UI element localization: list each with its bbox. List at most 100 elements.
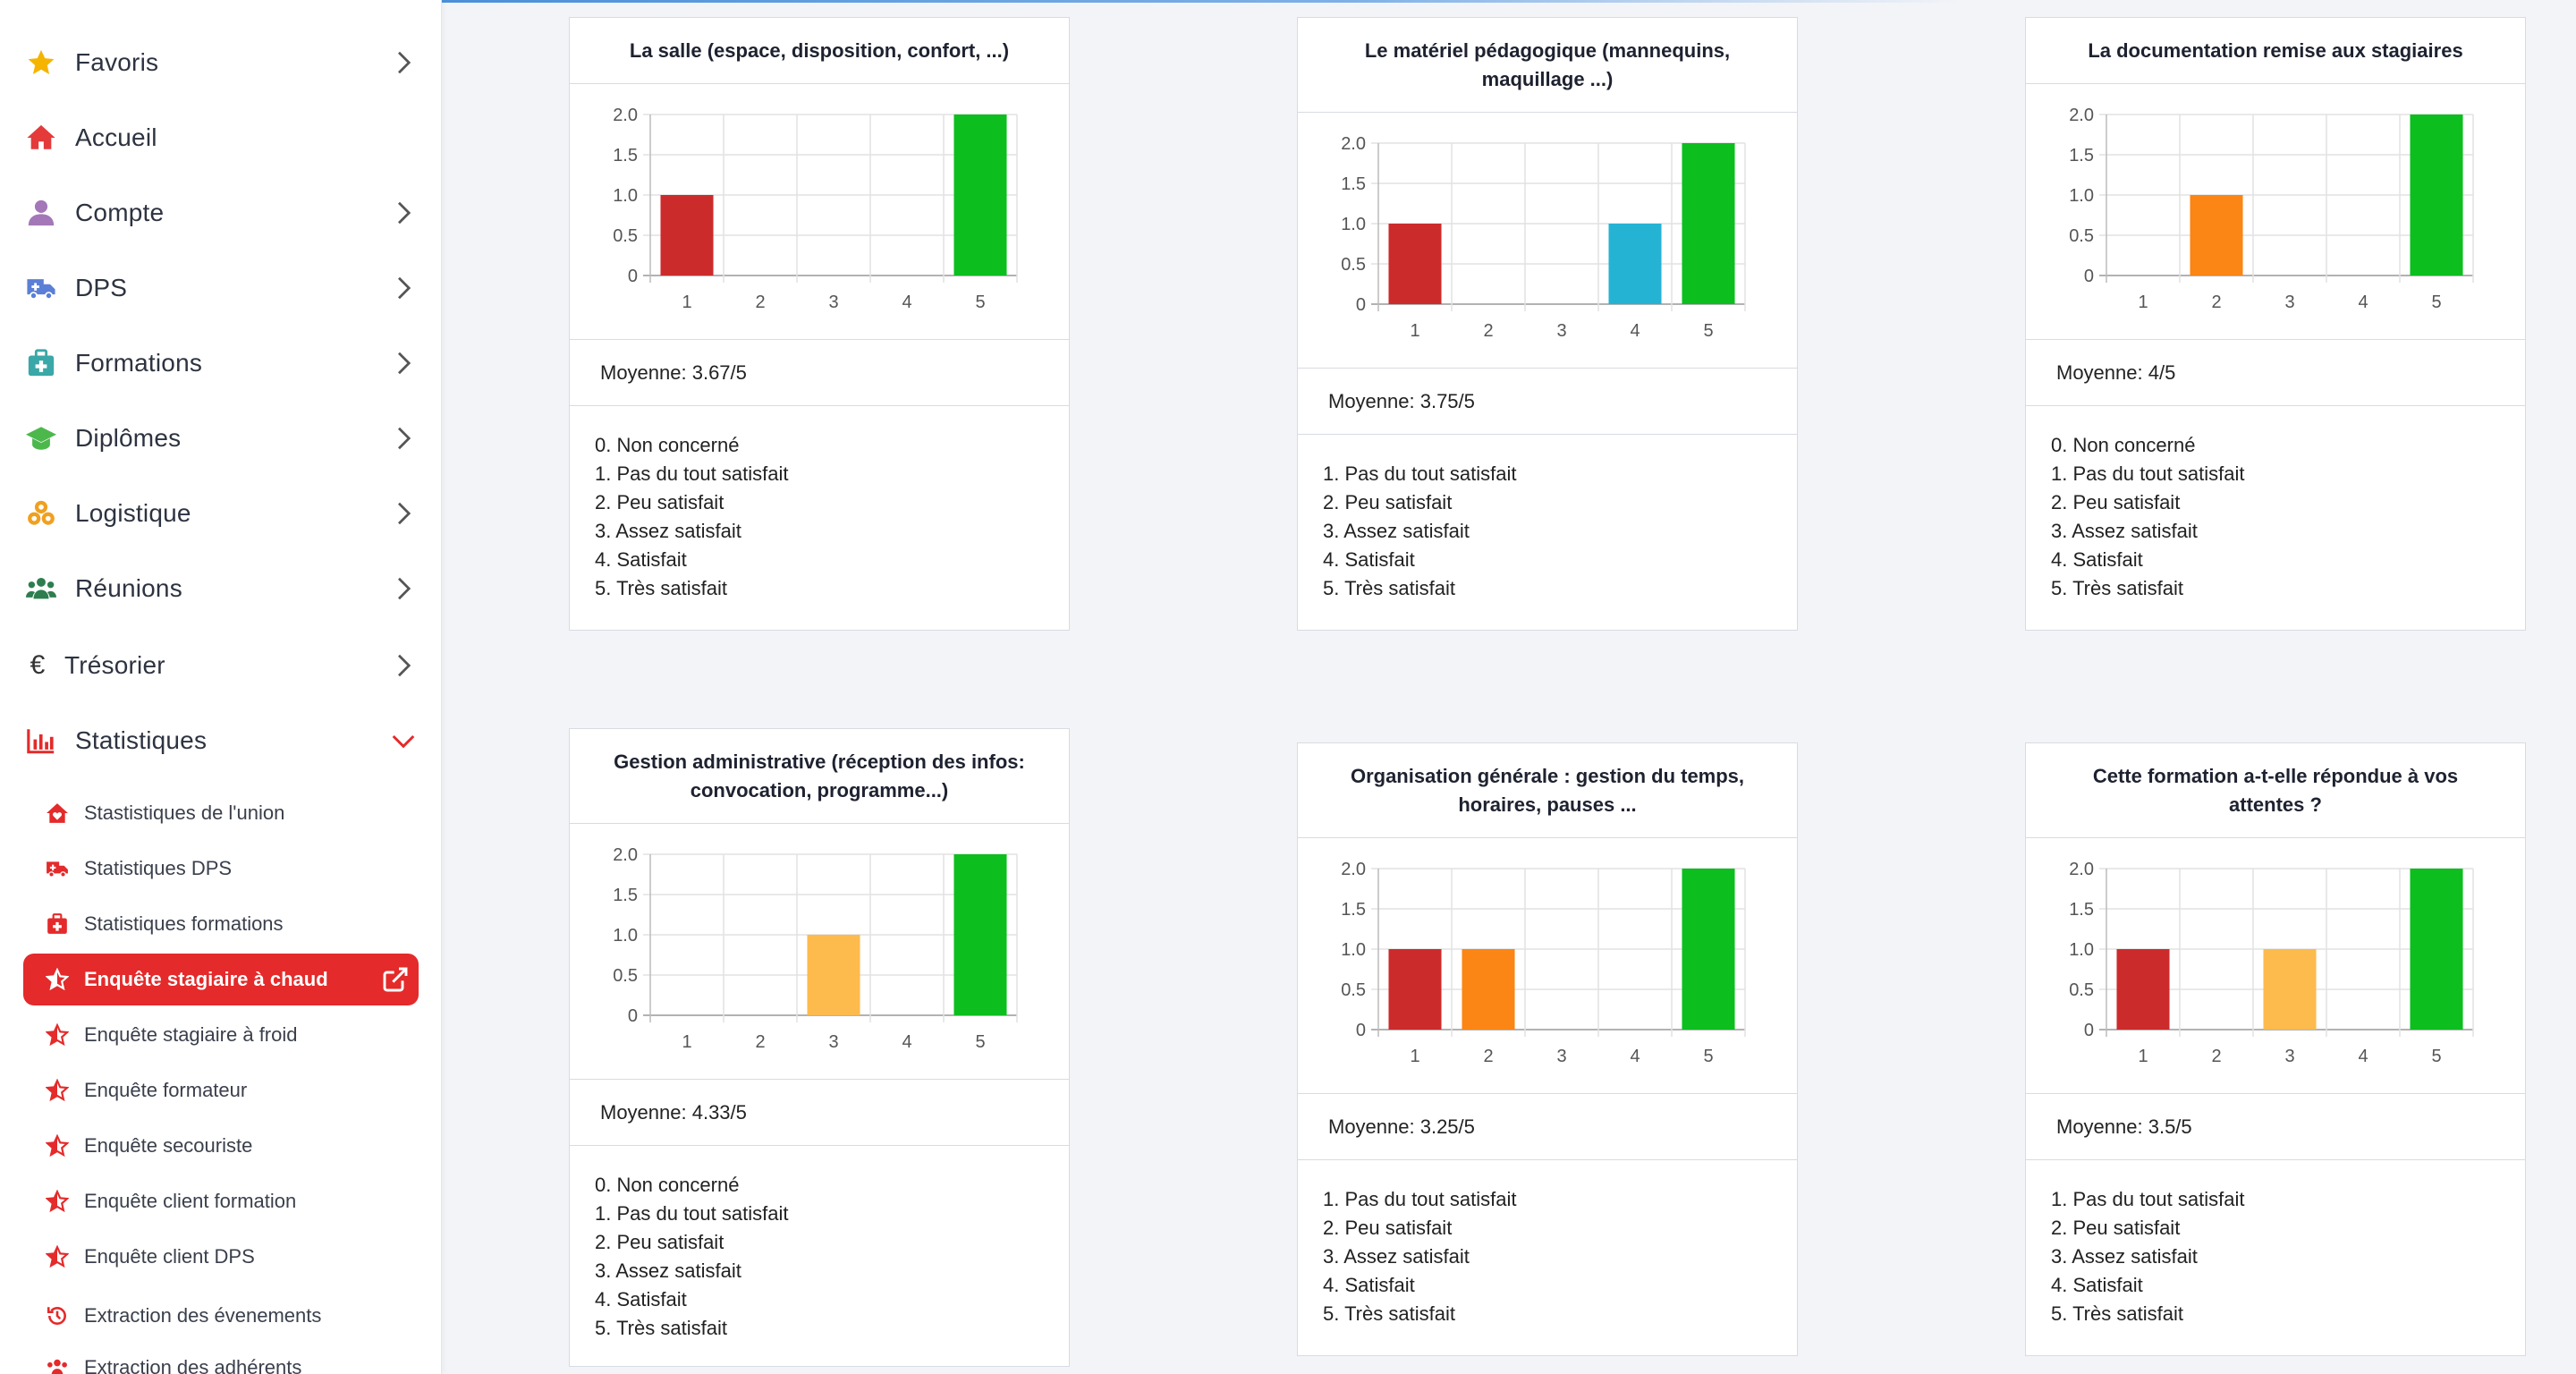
sidebar-item-tresorier[interactable]: € Trésorier <box>0 628 441 703</box>
average-score: Moyenne: 3.5/5 <box>2026 1094 2525 1160</box>
sidebar-subitem-enquete-formateur[interactable]: Enquête formateur <box>23 1064 419 1116</box>
sidebar-subitem-enquete-stagiaire-froid[interactable]: Enquête stagiaire à froid <box>23 1009 419 1061</box>
sidebar-item-dps[interactable]: DPS <box>0 250 441 326</box>
x-tick-label: 1 <box>1410 321 1419 341</box>
x-tick-label: 4 <box>1630 1047 1640 1066</box>
sidebar-item-label: Compte <box>75 199 165 226</box>
x-tick-label: 1 <box>682 293 691 312</box>
y-tick-label: 1.0 <box>2069 186 2094 206</box>
chart-container: 0 0.5 1.0 1.5 2.0 1 2 3 4 5 <box>570 84 1069 340</box>
legend-item: 0. Non concerné <box>2051 434 2196 456</box>
survey-card: La documentation remise aux stagiaires 0… <box>2025 17 2526 631</box>
sidebar-item-compte[interactable]: Compte <box>0 175 441 250</box>
y-tick-label: 1.0 <box>613 926 638 946</box>
sidebar-subitem-statistiques-formations[interactable]: Statistiques formations <box>23 898 419 950</box>
sidebar-subitem-label: Extraction des évenements <box>84 1304 322 1327</box>
sidebar-item-diplomes[interactable]: Diplômes <box>0 401 441 476</box>
legend-item: 1. Pas du tout satisfait <box>2051 1188 2245 1210</box>
legend-item: 3. Assez satisfait <box>1323 1245 1470 1268</box>
chart-container: 0 0.5 1.0 1.5 2.0 1 2 3 4 5 <box>570 824 1069 1080</box>
chevron-down-icon <box>390 727 417 754</box>
sidebar-item-logistique[interactable]: Logistique <box>0 476 441 551</box>
users-icon <box>23 571 59 606</box>
survey-card: Le matériel pédagogique (mannequins, maq… <box>1297 17 1798 631</box>
y-tick-label: 0.5 <box>2069 226 2094 246</box>
x-tick-label: 5 <box>975 1032 985 1052</box>
sidebar-subitem-label: Enquête formateur <box>84 1079 248 1101</box>
x-tick-label: 2 <box>2211 1047 2221 1066</box>
x-tick-label: 1 <box>2138 1047 2148 1066</box>
card-title: Le matériel pédagogique (mannequins, maq… <box>1298 18 1797 113</box>
y-tick-label: 0 <box>2084 267 2094 286</box>
legend-item: 5. Très satisfait <box>2051 1302 2183 1325</box>
external-link-icon[interactable] <box>381 965 410 994</box>
page-loading-bar <box>442 0 1962 3</box>
y-tick-label: 0 <box>1356 295 1366 315</box>
sidebar-item-statistiques[interactable]: Statistiques <box>0 703 441 778</box>
x-tick-label: 5 <box>2431 293 2441 312</box>
legend-item: 4. Satisfait <box>1323 548 1415 571</box>
bar-chart: 0 0.5 1.0 1.5 2.0 1 2 3 4 5 <box>1341 134 1746 341</box>
sidebar-subitem-enquete-secouriste[interactable]: Enquête secouriste <box>23 1120 419 1172</box>
chevron-right-icon <box>390 500 417 527</box>
x-tick-label: 2 <box>755 293 765 312</box>
y-tick-label: 0 <box>628 267 638 286</box>
chevron-right-icon <box>390 652 417 679</box>
star-half-icon <box>45 1022 70 1047</box>
sidebar-subitem-extraction-adherents[interactable]: Extraction des adhérents <box>23 1342 419 1374</box>
legend-item: 1. Pas du tout satisfait <box>1323 462 1517 485</box>
sidebar-item-label: Statistiques <box>75 726 208 754</box>
x-tick-label: 1 <box>2138 293 2148 312</box>
legend-item: 4. Satisfait <box>1323 1274 1415 1296</box>
legend-item: 3. Assez satisfait <box>595 520 741 542</box>
ambulance-icon <box>23 270 59 306</box>
legend-item: 1. Pas du tout satisfait <box>1323 1188 1517 1210</box>
sidebar-subitem-extraction-evenements[interactable]: Extraction des évenements <box>23 1290 419 1342</box>
card-title: La salle (espace, disposition, confort, … <box>570 18 1069 84</box>
sidebar-item-favoris[interactable]: Favoris <box>0 25 441 100</box>
y-tick-label: 2.0 <box>2069 860 2094 879</box>
bar <box>953 854 1007 1015</box>
sidebar-subitem-enquete-stagiaire-chaud[interactable]: Enquête stagiaire à chaud <box>23 954 419 1005</box>
sidebar-subitem-enquete-client-dps[interactable]: Enquête client DPS <box>23 1231 419 1283</box>
bar-chart: 0 0.5 1.0 1.5 2.0 1 2 3 4 5 <box>2069 106 2474 312</box>
x-tick-label: 3 <box>1556 321 1566 341</box>
sidebar-item-accueil[interactable]: Accueil <box>0 100 441 175</box>
legend-item: 1. Pas du tout satisfait <box>595 462 789 485</box>
sidebar-subitem-label: Enquête client formation <box>84 1190 297 1212</box>
home-icon <box>23 120 59 156</box>
x-tick-label: 4 <box>902 293 911 312</box>
y-tick-label: 1.0 <box>613 186 638 206</box>
sidebar-subitem-statistiques-dps[interactable]: Statistiques DPS <box>23 843 419 895</box>
y-tick-label: 2.0 <box>2069 106 2094 125</box>
y-tick-label: 1.5 <box>2069 900 2094 920</box>
legend-item: 2. Peu satisfait <box>2051 491 2181 513</box>
y-tick-label: 0 <box>628 1006 638 1026</box>
medkit-icon <box>23 345 59 381</box>
bar <box>807 935 860 1015</box>
sidebar-item-label: Réunions <box>75 574 182 602</box>
sidebar-item-formations[interactable]: Formations <box>0 326 441 401</box>
y-tick-label: 1.5 <box>613 146 638 165</box>
legend-item: 2. Peu satisfait <box>1323 491 1453 513</box>
ambulance-icon <box>45 856 70 881</box>
sidebar-subitem-enquete-client-formation[interactable]: Enquête client formation <box>23 1175 419 1227</box>
y-tick-label: 2.0 <box>613 845 638 865</box>
y-tick-label: 0 <box>2084 1021 2094 1040</box>
user-icon <box>23 195 59 231</box>
sidebar-subitem-statistiques-union[interactable]: Stastistiques de l'union <box>23 787 419 839</box>
survey-card: Gestion administrative (réception des in… <box>569 728 1070 1367</box>
x-tick-label: 5 <box>1703 321 1713 341</box>
average-score: Moyenne: 4.33/5 <box>570 1080 1069 1146</box>
rating-legend: 0. Non concerné 1. Pas du tout satisfait… <box>2026 406 2525 630</box>
sidebar-subitem-label: Enquête client DPS <box>84 1245 255 1268</box>
bar <box>2410 114 2463 276</box>
x-tick-label: 4 <box>2358 1047 2368 1066</box>
sidebar-item-reunions[interactable]: Réunions <box>0 551 441 626</box>
bar <box>953 114 1007 276</box>
x-tick-label: 5 <box>975 293 985 312</box>
bar-chart: 0 0.5 1.0 1.5 2.0 1 2 3 4 5 <box>1341 860 1746 1066</box>
graduation-cap-icon <box>23 420 59 456</box>
average-score: Moyenne: 3.67/5 <box>570 340 1069 406</box>
history-icon <box>45 1303 70 1328</box>
